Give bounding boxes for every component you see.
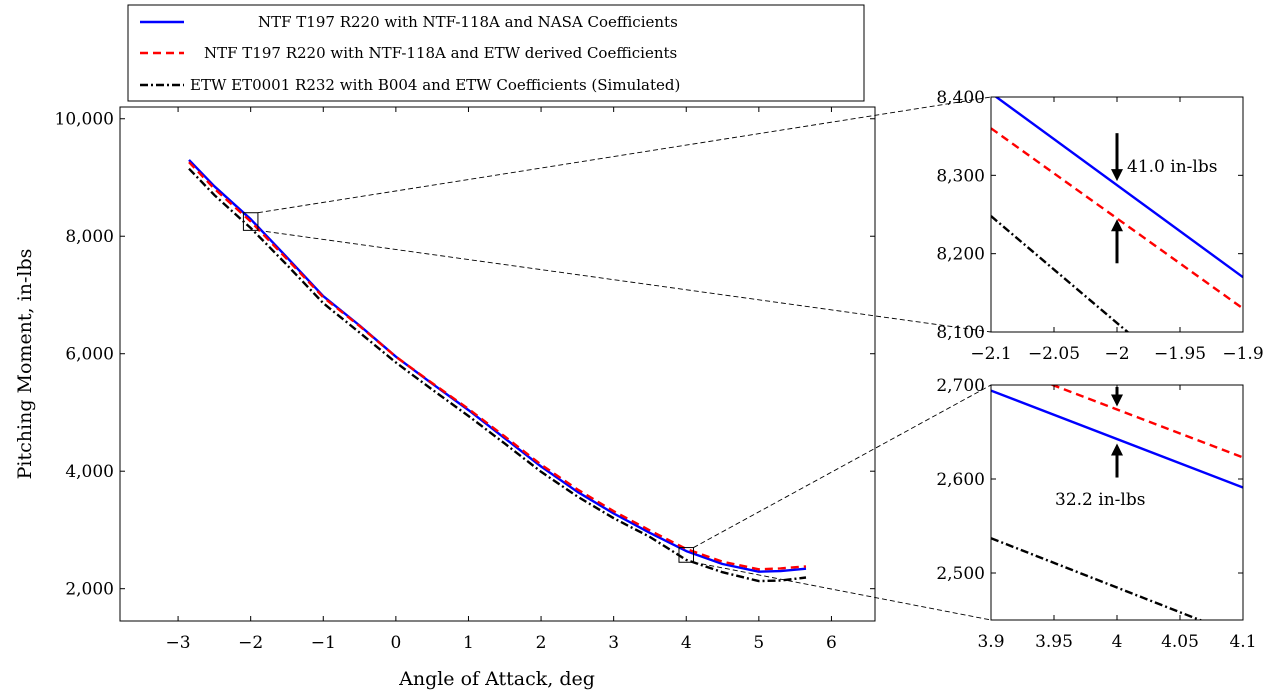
main-x-tick-label: −1 <box>311 633 336 653</box>
zoom-connector-1 <box>257 229 992 333</box>
main-y-tick-label: 8,000 <box>65 227 114 247</box>
zoom-bottom-y-tick-label: 2,700 <box>936 376 985 396</box>
zoom-bottom-annotation: 32.2 in-lbs <box>1055 490 1145 510</box>
zoom-bottom-x-tick-label: 4 <box>1112 632 1123 652</box>
main-chart: −3 −2 −1 0 1 2 3 4 5 62,0004,0006,0008,00010,000 … <box>14 106 876 690</box>
main-series-0 <box>188 159 807 573</box>
zoom-top-y-tick-label: 8,200 <box>936 245 985 265</box>
zoom-region-box-1 <box>678 547 695 563</box>
main-x-tick-label: 0 <box>390 633 401 653</box>
zoom-top-x-tick-label: −2.05 <box>1028 344 1080 364</box>
x-axis-label: Angle of Attack, deg <box>398 668 595 690</box>
zoom-inset-bottom: 3.9 3.95 4 4.05 4.1 2,500 2,600 2,700 32.2 in-l… <box>936 376 1256 652</box>
y-axis-label: Pitching Moment, in-lbs <box>14 249 36 480</box>
main-x-tick-label: −2 <box>238 633 263 653</box>
main-x-tick-label: 2 <box>536 633 547 653</box>
legend-entry-etw-simulated: ETW ET0001 R232 with B004 and ETW Coeffi… <box>190 76 680 94</box>
main-x-tick-label: −3 <box>166 633 191 653</box>
zoom-top-x-tick-label: −2.1 <box>970 344 1011 364</box>
legend: NTF T197 R220 with NTF-118A and NASA Coe… <box>127 4 865 102</box>
zoom-bottom-series-2 <box>991 537 1204 620</box>
main-y-tick-label: 4,000 <box>65 462 114 482</box>
zoom-top-y-tick-label: 8,400 <box>936 88 985 108</box>
main-x-tick-label: 1 <box>463 633 474 653</box>
zoom-connector-3 <box>693 561 992 621</box>
zoom-bottom-x-tick-label: 4.1 <box>1229 632 1256 652</box>
zoom-top-x-tick-label: −2 <box>1104 344 1129 364</box>
main-series-2 <box>188 167 807 583</box>
zoom-top-x-tick-label: −1.9 <box>1222 344 1263 364</box>
zoom-top-series-2 <box>991 215 1130 332</box>
zoom-bottom-y-tick-label: 2,600 <box>936 470 985 490</box>
zoom-top-y-tick-label: 8,300 <box>936 166 985 186</box>
main-y-tick-label: 6,000 <box>65 345 114 365</box>
zoom-top-x-tick-label: −1.95 <box>1154 344 1206 364</box>
zoom-bottom-arrow-up-head <box>1111 443 1123 456</box>
zoom-top-annotation: 41.0 in-lbs <box>1127 157 1217 177</box>
main-x-tick-label: 3 <box>608 633 619 653</box>
main-series-1 <box>188 161 807 571</box>
main-x-tick-label: 4 <box>681 633 692 653</box>
main-x-tick-label: 5 <box>753 633 764 653</box>
main-y-tick-label: 2,000 <box>65 580 114 600</box>
legend-entry-etw-derived: NTF T197 R220 with NTF-118A and ETW deri… <box>204 44 677 62</box>
zoom-bottom-x-tick-label: 3.9 <box>977 632 1004 652</box>
main-plot-frame <box>119 106 876 622</box>
zoom-top-frame <box>990 96 1244 333</box>
zoom-top-y-tick-label: 8,100 <box>936 323 985 343</box>
zoom-bottom-series-0 <box>991 389 1243 489</box>
legend-entry-nasa: NTF T197 R220 with NTF-118A and NASA Coe… <box>258 13 678 31</box>
zoom-bottom-x-tick-label: 3.95 <box>1035 632 1073 652</box>
zoom-inset-top: −2.1 −2.05 −2 −1.95 −1.9 8,100 8,200 8,300 8,400… <box>936 88 1263 364</box>
zoom-top-series-0 <box>994 97 1243 279</box>
legend-box <box>127 4 865 102</box>
main-x-tick-label: 6 <box>826 633 837 653</box>
zoom-connector-lines <box>257 96 992 621</box>
zoom-bottom-arrow-down-head <box>1111 394 1123 407</box>
main-y-tick-label: 10,000 <box>55 110 114 130</box>
zoom-bottom-y-tick-label: 2,500 <box>936 564 985 584</box>
zoom-connector-0 <box>257 96 992 214</box>
zoom-top-arrow-down-head <box>1111 169 1123 182</box>
zoom-top-arrow-up-head <box>1111 219 1123 232</box>
zoom-bottom-x-tick-label: 4.05 <box>1161 632 1199 652</box>
zoom-bottom-series-1 <box>1049 385 1243 459</box>
zoom-connector-2 <box>693 384 992 548</box>
zoom-region-box-0 <box>242 212 259 231</box>
